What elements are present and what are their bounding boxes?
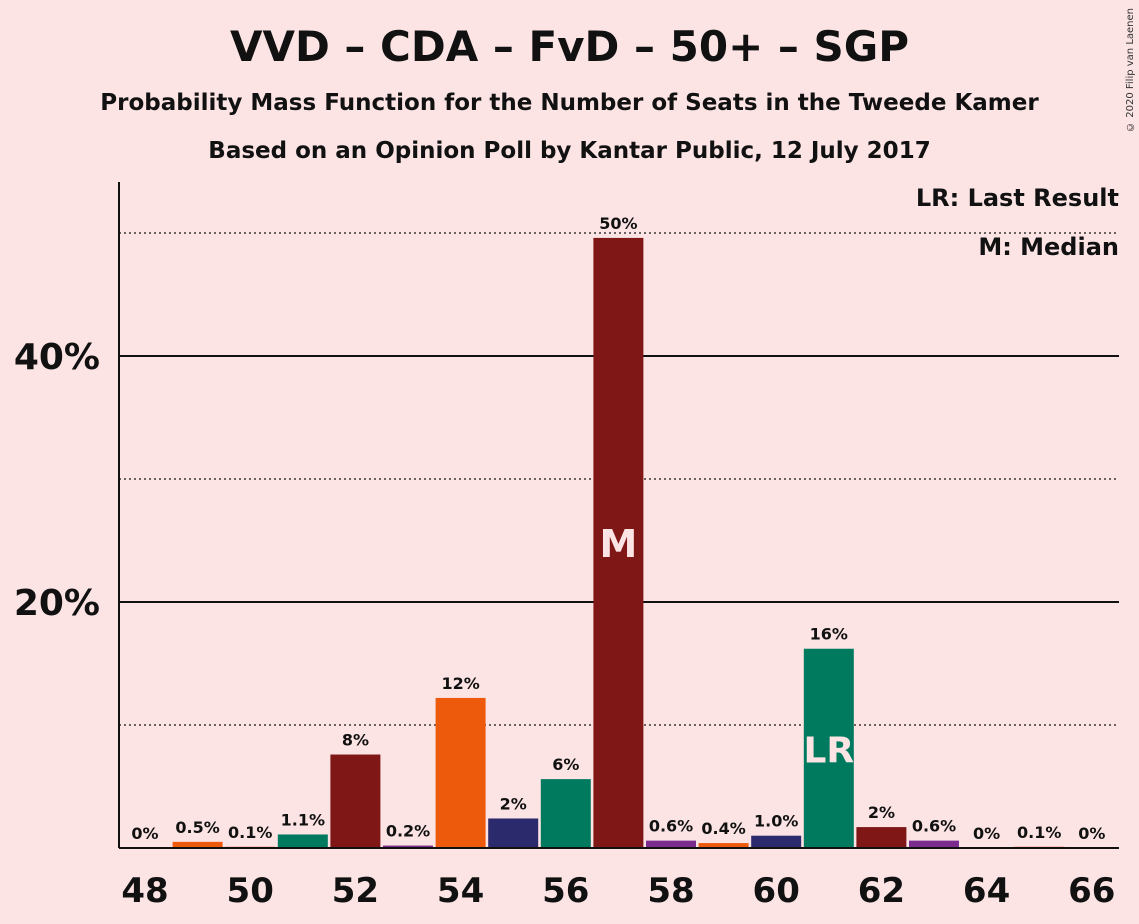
data-label-seat-59: 0.4% xyxy=(701,819,745,838)
bar-seat-49 xyxy=(172,841,223,848)
data-label-seat-50: 0.1% xyxy=(228,823,272,842)
data-label-seat-56: 6% xyxy=(552,755,579,774)
bar-seat-56 xyxy=(540,779,591,848)
bar-seat-54 xyxy=(435,697,486,848)
data-label-seat-57: 50% xyxy=(599,214,637,233)
data-label-seat-61: 16% xyxy=(810,625,848,644)
x-tick-label: 56 xyxy=(542,871,589,911)
median-marker: M xyxy=(599,522,637,566)
x-tick-label: 66 xyxy=(1068,871,1115,911)
bar-seat-63 xyxy=(909,840,959,848)
legend-median: M: Median xyxy=(978,233,1119,261)
x-tick-label: 48 xyxy=(121,871,168,911)
x-tick-label: 64 xyxy=(963,871,1010,911)
chart-subtitle: Probability Mass Function for the Number… xyxy=(100,90,1039,116)
data-label-seat-60: 1.0% xyxy=(754,812,798,831)
data-label-seat-52: 8% xyxy=(342,731,369,750)
data-label-seat-51: 1.1% xyxy=(281,810,325,829)
x-tick-label: 60 xyxy=(753,871,800,911)
data-label-seat-64: 0% xyxy=(973,824,1000,843)
x-tick-label: 62 xyxy=(858,871,905,911)
data-label-seat-48: 0% xyxy=(131,824,158,843)
bar-seat-61 xyxy=(803,648,854,848)
data-label-seat-66: 0% xyxy=(1078,824,1105,843)
y-tick-label: 40% xyxy=(14,337,100,378)
chart-title: VVD – CDA – FvD – 50+ – SGP xyxy=(229,22,910,71)
data-label-seat-49: 0.5% xyxy=(175,818,219,837)
legend-last-result: LR: Last Result xyxy=(915,184,1119,212)
bar-seat-62 xyxy=(856,827,907,848)
bar-seat-58 xyxy=(646,840,696,848)
x-tick-label: 58 xyxy=(647,871,694,911)
data-label-seat-55: 2% xyxy=(500,794,527,813)
bar-seat-59 xyxy=(698,843,749,848)
x-tick-label: 52 xyxy=(332,871,379,911)
data-label-seat-65: 0.1% xyxy=(1017,823,1061,842)
bar-seat-57 xyxy=(593,237,644,849)
bar-seat-53 xyxy=(383,845,433,848)
data-label-seat-53: 0.2% xyxy=(386,822,430,841)
chart-source-line: Based on an Opinion Poll by Kantar Publi… xyxy=(208,138,931,164)
data-label-seat-58: 0.6% xyxy=(649,817,693,836)
y-tick-label: 20% xyxy=(14,583,100,624)
x-tick-label: 54 xyxy=(437,871,484,911)
last-result-marker: LR xyxy=(803,730,854,771)
data-label-seat-62: 2% xyxy=(868,803,895,822)
data-label-seat-54: 12% xyxy=(441,674,479,693)
bar-seat-60 xyxy=(751,835,802,848)
bar-seat-51 xyxy=(277,834,328,848)
bar-seat-55 xyxy=(488,818,539,848)
data-label-seat-63: 0.6% xyxy=(912,817,956,836)
bar-seat-52 xyxy=(330,754,381,848)
x-tick-label: 50 xyxy=(227,871,274,911)
